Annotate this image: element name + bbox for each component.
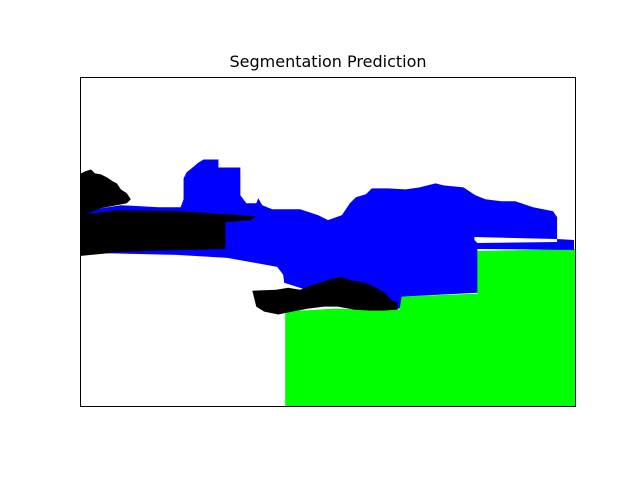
segmentation-mask: [81, 78, 575, 406]
black-region-left: [81, 169, 257, 256]
segmentation-image: [80, 77, 576, 407]
black-region-center: [252, 276, 398, 315]
sky-gap: [474, 237, 558, 243]
blue-region: [81, 159, 575, 309]
figure-title: Segmentation Prediction: [229, 52, 427, 71]
green-ground-region: [81, 248, 575, 406]
